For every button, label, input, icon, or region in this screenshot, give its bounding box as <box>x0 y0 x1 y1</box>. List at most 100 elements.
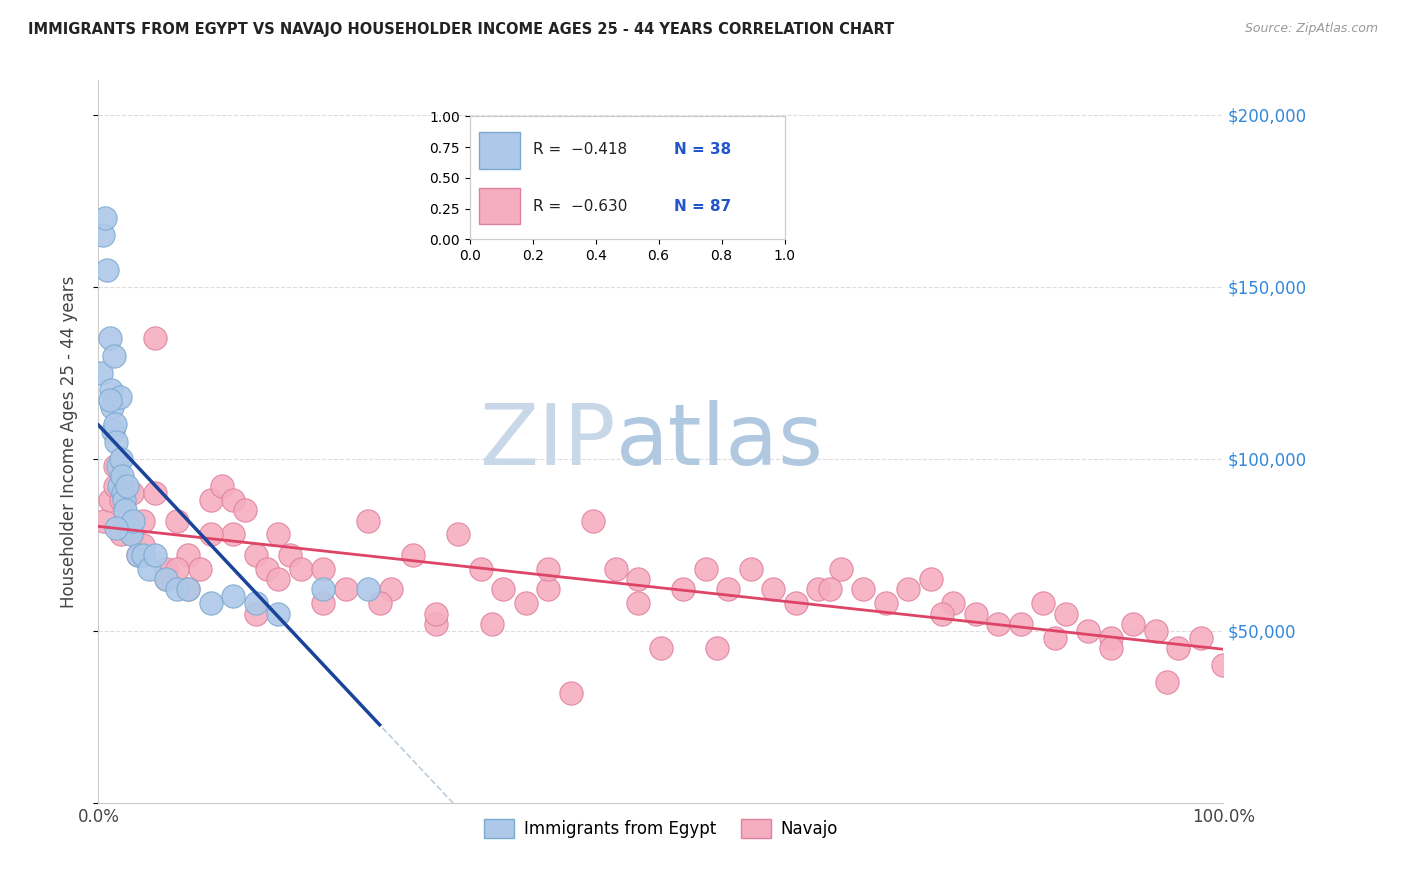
Point <box>1144 624 1167 638</box>
Point <box>143 548 166 562</box>
Point <box>875 596 897 610</box>
Point <box>920 572 942 586</box>
Point <box>537 562 560 576</box>
Point <box>122 514 145 528</box>
Text: atlas: atlas <box>616 400 824 483</box>
Point <box>108 390 131 404</box>
Point <box>143 486 166 500</box>
Point <box>132 514 155 528</box>
Point <box>470 562 492 576</box>
Point <box>211 479 233 493</box>
Point <box>852 582 875 597</box>
Point <box>155 562 177 576</box>
Point <box>762 582 785 597</box>
Point <box>104 520 127 534</box>
Point <box>121 527 143 541</box>
Point <box>256 562 278 576</box>
Point <box>245 607 267 621</box>
Point <box>143 331 166 345</box>
Point <box>98 493 121 508</box>
Point <box>290 562 312 576</box>
Point <box>188 562 211 576</box>
Point <box>96 262 118 277</box>
Point <box>98 393 121 408</box>
Point <box>402 548 425 562</box>
Point <box>100 383 122 397</box>
Point <box>114 503 136 517</box>
Point <box>515 596 537 610</box>
Point <box>132 538 155 552</box>
Point <box>830 562 852 576</box>
Point <box>121 486 143 500</box>
Point <box>127 548 149 562</box>
Point <box>1122 616 1144 631</box>
Point <box>987 616 1010 631</box>
Legend: Immigrants from Egypt, Navajo: Immigrants from Egypt, Navajo <box>477 813 845 845</box>
Point <box>222 493 245 508</box>
Point <box>127 548 149 562</box>
Point <box>103 349 125 363</box>
Point <box>155 572 177 586</box>
Point <box>104 417 127 432</box>
Point <box>98 331 121 345</box>
Point <box>177 582 200 597</box>
Y-axis label: Householder Income Ages 25 - 44 years: Householder Income Ages 25 - 44 years <box>59 276 77 607</box>
Point <box>115 479 138 493</box>
Point <box>222 527 245 541</box>
Point <box>233 503 256 517</box>
Point <box>1032 596 1054 610</box>
Point <box>537 582 560 597</box>
Point <box>93 514 115 528</box>
Point <box>931 607 953 621</box>
Point <box>105 434 128 449</box>
Point <box>717 582 740 597</box>
Point <box>706 640 728 655</box>
Point <box>166 562 188 576</box>
Point <box>267 607 290 621</box>
Point <box>91 228 114 243</box>
Point <box>177 582 200 597</box>
Point <box>627 572 650 586</box>
Point <box>166 514 188 528</box>
Point <box>1043 631 1066 645</box>
Point <box>312 596 335 610</box>
Point <box>112 493 135 508</box>
Point <box>357 514 380 528</box>
Point <box>335 582 357 597</box>
Point <box>1156 675 1178 690</box>
Point <box>357 582 380 597</box>
Point <box>1054 607 1077 621</box>
Point <box>138 562 160 576</box>
Point <box>101 424 124 438</box>
Point <box>107 479 129 493</box>
Point <box>110 493 132 508</box>
Point <box>627 596 650 610</box>
Point <box>582 514 605 528</box>
Point <box>1189 631 1212 645</box>
Text: ZIP: ZIP <box>479 400 616 483</box>
Point <box>104 458 127 473</box>
Point <box>155 572 177 586</box>
Point <box>492 582 515 597</box>
Point <box>200 493 222 508</box>
Point <box>672 582 695 597</box>
Point <box>605 562 627 576</box>
Point <box>90 366 112 380</box>
Point <box>312 582 335 597</box>
Point <box>650 640 672 655</box>
Text: Source: ZipAtlas.com: Source: ZipAtlas.com <box>1244 22 1378 36</box>
Point <box>267 527 290 541</box>
Point <box>740 562 762 576</box>
Point <box>695 562 717 576</box>
Point <box>560 686 582 700</box>
Point <box>245 596 267 610</box>
Point <box>110 451 132 466</box>
Point <box>200 527 222 541</box>
Point <box>110 527 132 541</box>
Point <box>132 548 155 562</box>
Point <box>1167 640 1189 655</box>
Point <box>245 548 267 562</box>
Point <box>1010 616 1032 631</box>
Point <box>1077 624 1099 638</box>
Point <box>1212 658 1234 673</box>
